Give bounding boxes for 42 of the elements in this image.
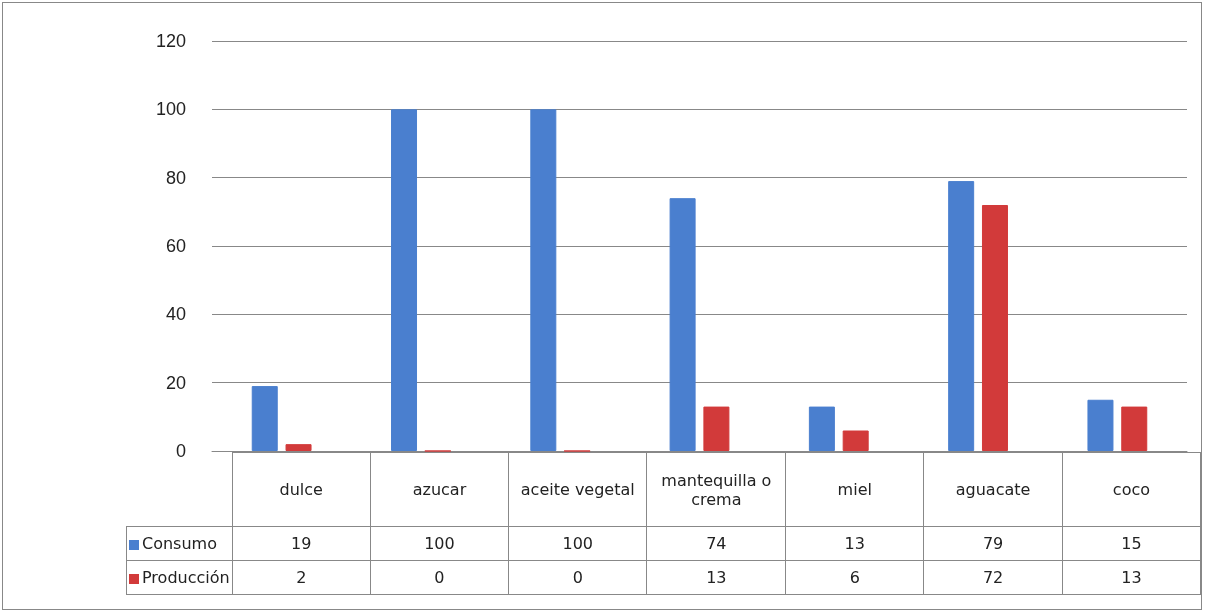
data-label: 13: [1062, 560, 1201, 595]
data-label: 13: [646, 560, 786, 595]
x-tick-label: dulce: [232, 452, 371, 527]
bar: [285, 444, 312, 451]
y-tick-label: 0: [175, 441, 186, 461]
y-tick-label: 100: [155, 99, 186, 120]
data-label: 74: [646, 526, 786, 561]
y-tick-label: 60: [165, 236, 186, 256]
x-tick-label: aceite vegetal: [508, 452, 647, 527]
x-tick-label: mantequilla o crema: [646, 452, 786, 527]
data-label: 15: [1062, 526, 1201, 561]
bar: [948, 181, 975, 451]
bar: [530, 109, 557, 451]
data-label: 100: [370, 526, 509, 561]
legend-label: Producción: [126, 560, 233, 595]
x-tick-label: coco: [1062, 452, 1201, 527]
bar: [703, 406, 730, 451]
data-label: 100: [508, 526, 647, 561]
data-label: 0: [370, 560, 509, 595]
data-label: 72: [923, 560, 1063, 595]
data-label: 6: [785, 560, 924, 595]
bar: [391, 109, 418, 451]
bar: [669, 198, 696, 451]
bar: [808, 406, 835, 451]
bar: [981, 205, 1008, 451]
bar: [251, 386, 278, 451]
data-label: 13: [785, 526, 924, 561]
data-label: 79: [923, 526, 1063, 561]
x-tick-label: aguacate: [923, 452, 1063, 527]
x-tick-label: azucar: [370, 452, 509, 527]
bar: [1121, 406, 1148, 451]
data-label: 2: [232, 560, 371, 595]
y-tick-label: 20: [165, 372, 186, 393]
bar: [842, 430, 869, 451]
bar: [1087, 399, 1114, 451]
data-label: 0: [508, 560, 647, 595]
y-tick-label: 80: [165, 167, 186, 188]
y-tick-label: 40: [165, 304, 186, 325]
y-tick-label: 120: [155, 31, 186, 51]
legend-label: Consumo: [126, 526, 233, 561]
data-label: 19: [232, 526, 371, 561]
x-tick-label: miel: [785, 452, 924, 527]
